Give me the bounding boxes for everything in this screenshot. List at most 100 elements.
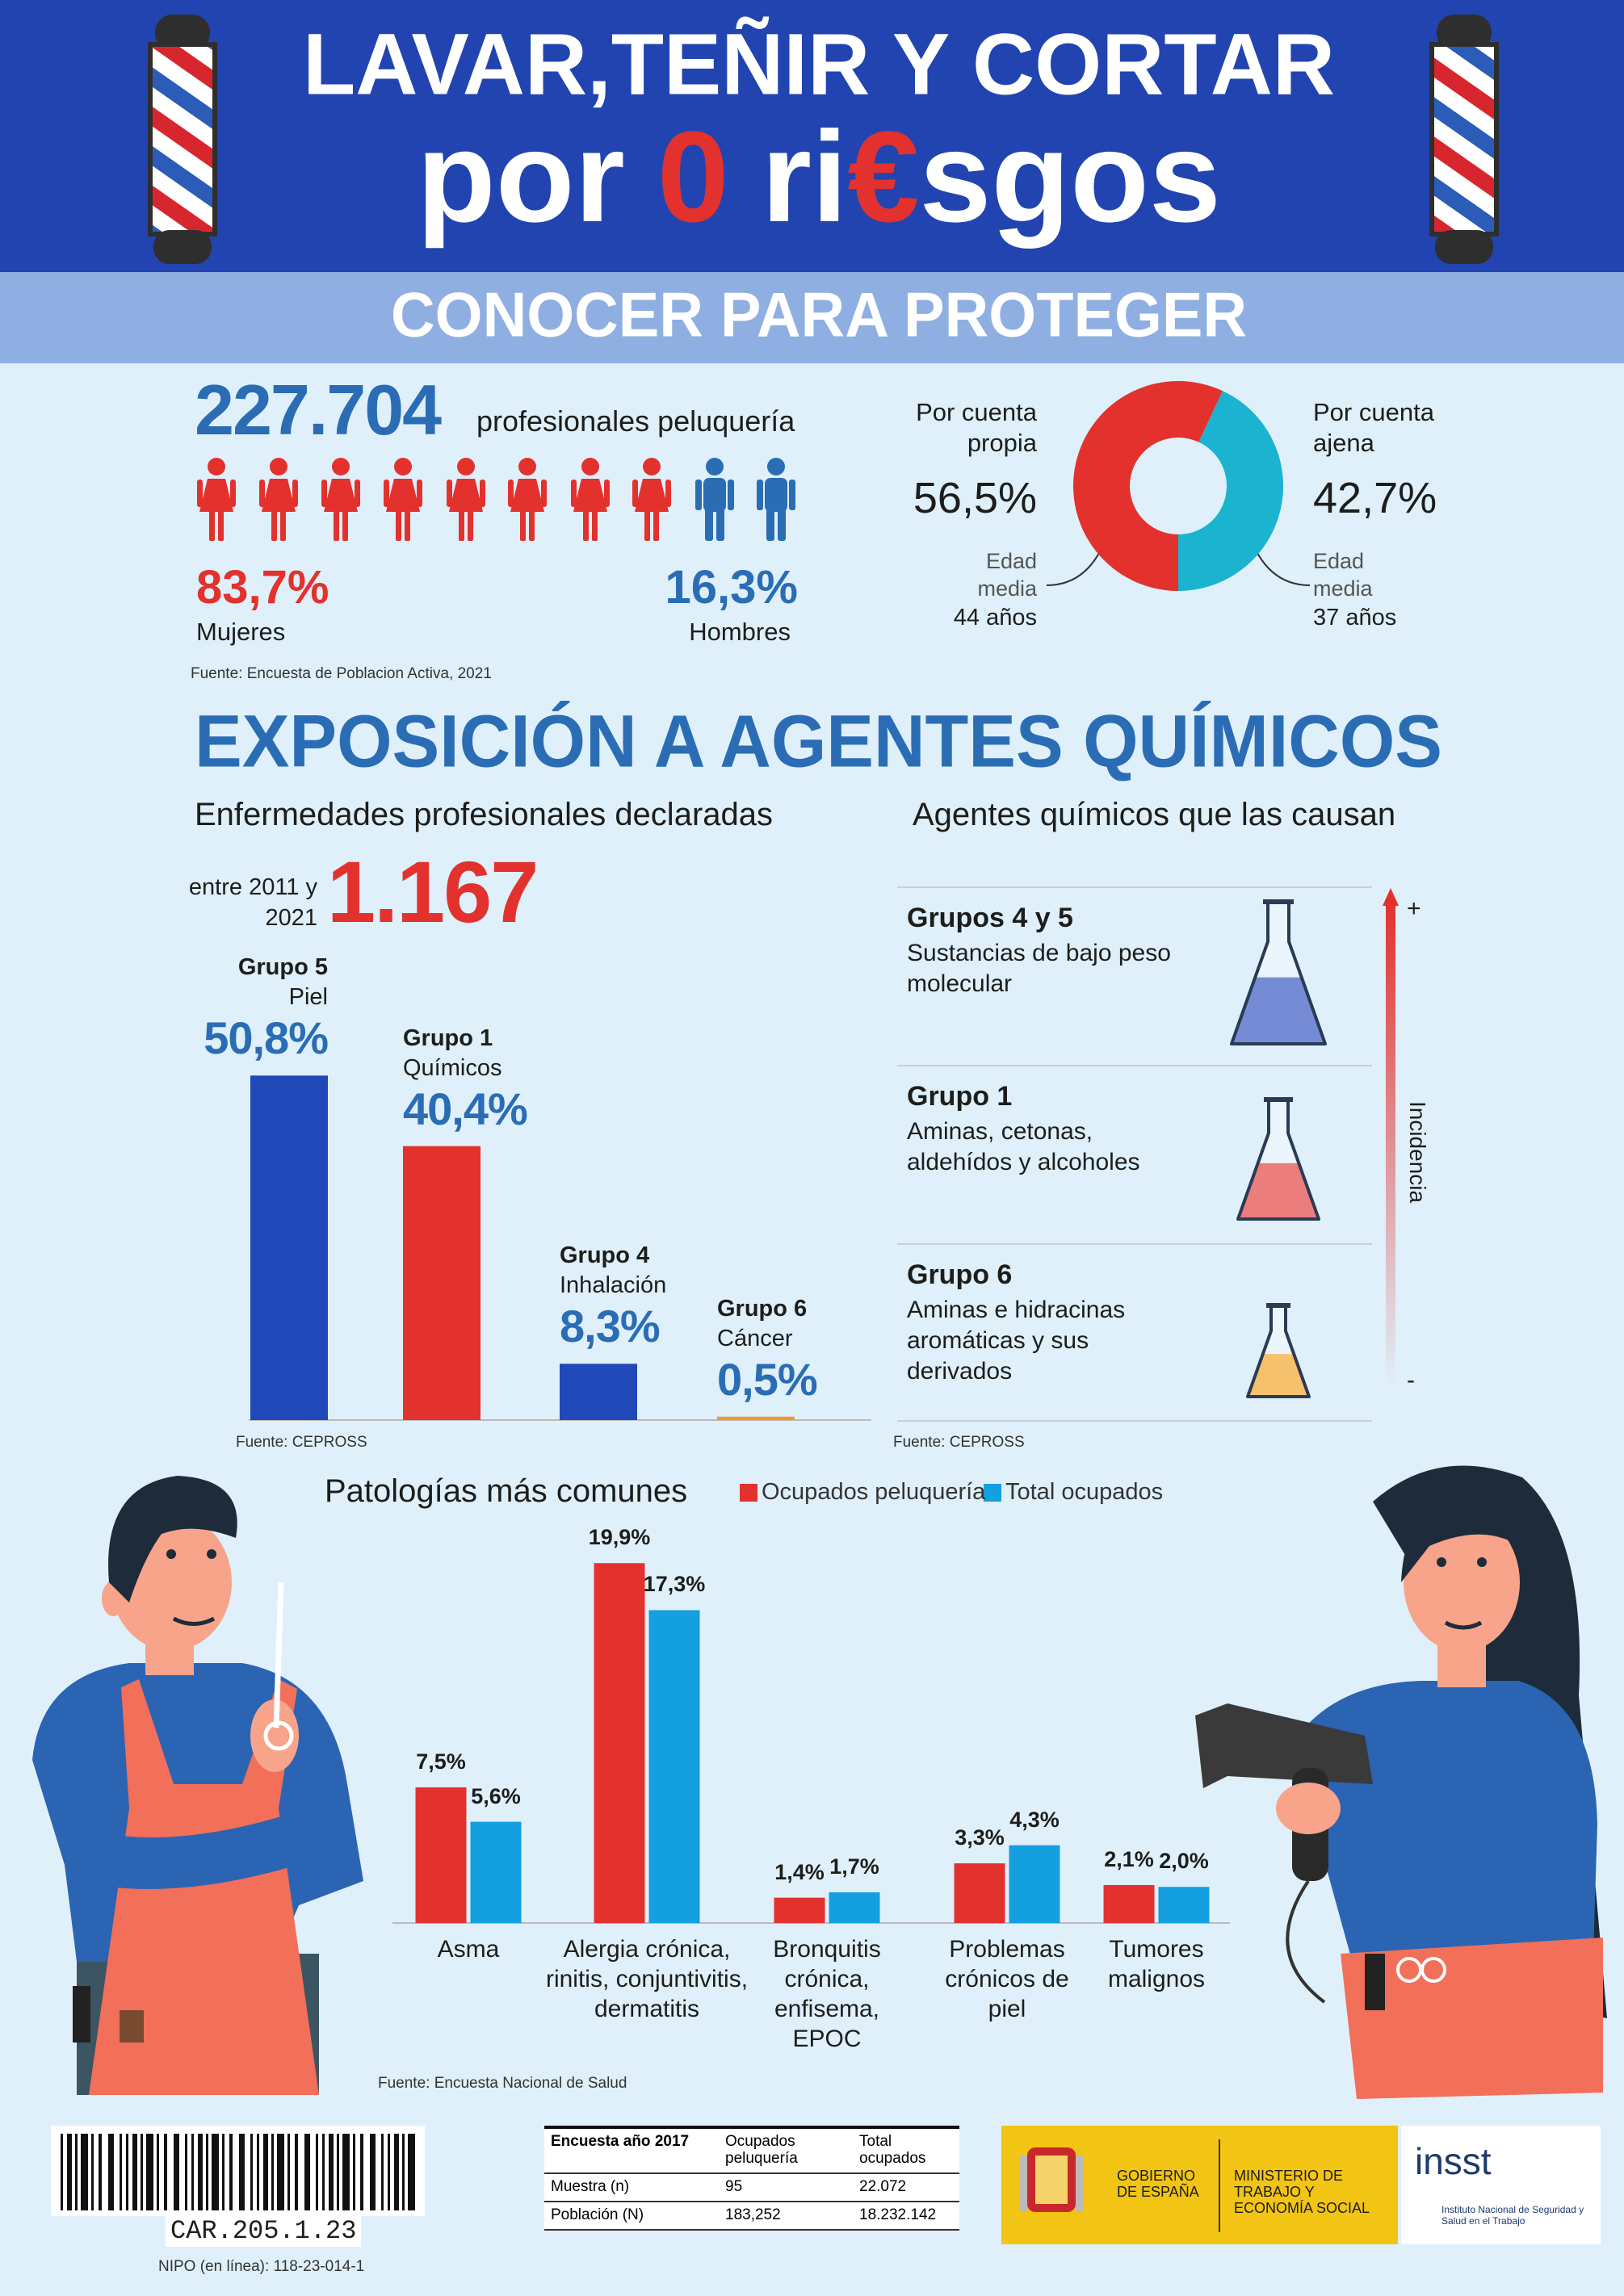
- flask-liquid: [1248, 1354, 1309, 1397]
- annotation-text: 44 años: [953, 605, 1037, 631]
- barcode-bar: [157, 2134, 159, 2210]
- bar-value: 0,5%: [717, 1353, 818, 1405]
- bar-description: Cáncer: [717, 1325, 793, 1351]
- table-header-cell: Encuesta año 2017: [544, 2127, 719, 2174]
- men-label: Hombres: [689, 618, 791, 646]
- tagline-part: €: [848, 104, 920, 249]
- bar: [829, 1892, 880, 1923]
- source: Fuente: Encuesta de Poblacion Activa, 20…: [191, 665, 492, 682]
- legend-swatch: [740, 1484, 757, 1502]
- bar-value: 8,3%: [560, 1301, 661, 1352]
- barcode-bar: [388, 2134, 390, 2210]
- bar: [774, 1897, 825, 1923]
- gov-label: GOBIERNO DE ESPAÑA: [1117, 2168, 1199, 2200]
- bar-value: 1,4%: [774, 1859, 825, 1884]
- bar-value: 50,8%: [204, 1012, 329, 1064]
- bar-description: Químicos: [403, 1054, 502, 1081]
- scale-label: Incidencia: [1404, 1100, 1430, 1204]
- donut-slice: [1178, 391, 1284, 591]
- bar: [415, 1787, 467, 1923]
- barcode-bar: [185, 2134, 187, 2210]
- barcode-bar: [353, 2134, 355, 2210]
- barcode-bar: [164, 2134, 167, 2210]
- barcode-bar: [360, 2134, 363, 2210]
- women-icons: [197, 458, 671, 541]
- barcode-bar: [75, 2134, 78, 2210]
- scale-low: -: [1407, 1367, 1415, 1393]
- barcode-bar: [394, 2134, 399, 2210]
- table-row: Población (N) 183,252 18.232.142: [544, 2201, 959, 2231]
- women-share: 83,7%: [196, 561, 329, 614]
- incidence-arrow: [1383, 888, 1399, 906]
- nipo: NIPO (en línea): 118-23-014-1: [158, 2258, 365, 2275]
- bar-group: Grupo 6: [717, 1295, 808, 1322]
- table-cell: 95: [719, 2172, 853, 2202]
- bar-value: 3,3%: [955, 1825, 1005, 1850]
- diseases-title: Enfermedades profesionales declaradas: [195, 797, 773, 832]
- barcode-bar: [132, 2134, 137, 2210]
- barcode-bar: [271, 2134, 274, 2210]
- workforce-label: profesionales peluquería: [476, 404, 795, 438]
- flask-liquid: [1238, 1163, 1319, 1219]
- subtitle: CONOCER PARA PROTEGER: [391, 279, 1247, 350]
- annotation-text: 37 años: [1313, 605, 1397, 631]
- bar-description: Piel: [288, 984, 328, 1011]
- bar-value: 17,3%: [643, 1572, 706, 1597]
- barcode-code: CAR.205.1.23: [166, 2216, 362, 2248]
- barcode-bar: [191, 2134, 194, 2210]
- barcode-bar: [370, 2134, 376, 2210]
- flask-glass: [1246, 1305, 1311, 1398]
- barcode-bar: [304, 2134, 310, 2210]
- tagline: por 0 ri€sgos: [417, 104, 1221, 249]
- barcode-bar: [342, 2134, 350, 2210]
- barcode-bar: [337, 2134, 339, 2210]
- barcode-bar: [126, 2134, 128, 2210]
- source: Fuente: CEPROSS: [893, 1434, 1025, 1451]
- barcode-bar: [212, 2134, 219, 2210]
- barcode: [61, 2134, 415, 2210]
- category-label: Asma: [437, 1936, 500, 1963]
- tagline-part: ri: [762, 104, 848, 249]
- table-header-cell: Total ocupados: [853, 2127, 959, 2174]
- barcode-bar: [91, 2134, 94, 2210]
- workforce-total: 227.704: [195, 370, 442, 450]
- bar-group: Grupo 1: [403, 1024, 493, 1051]
- barber-pole: [148, 15, 217, 264]
- barcode-bar: [287, 2134, 290, 2210]
- barcode-bar: [257, 2134, 259, 2210]
- bar-value: 7,5%: [416, 1749, 466, 1774]
- table-cell: Población (N): [544, 2201, 719, 2231]
- barcode-bar: [67, 2134, 72, 2210]
- bar-value: 5,6%: [471, 1783, 521, 1808]
- bar: [954, 1863, 1005, 1923]
- period: entre 2011 y 2021: [188, 874, 317, 931]
- bar: [403, 1146, 480, 1420]
- barcode-bar: [250, 2134, 253, 2210]
- section-heading: EXPOSICIÓN A AGENTES QUÍMICOS: [195, 699, 1442, 782]
- barcode-bar: [108, 2134, 114, 2210]
- tagline-part: sgos: [919, 104, 1220, 249]
- agent-group: Grupos 4 y 5: [907, 903, 1073, 933]
- bar-value: 2,0%: [1159, 1849, 1209, 1874]
- men-share: 16,3%: [665, 561, 798, 614]
- bar: [648, 1610, 700, 1923]
- government-logo: [1001, 2126, 1601, 2244]
- bar: [1158, 1887, 1210, 1923]
- barcode-bar: [263, 2134, 268, 2210]
- barcode-bar: [174, 2134, 179, 2210]
- bar-value: 2,1%: [1104, 1846, 1154, 1871]
- flasks: [1230, 899, 1327, 1398]
- barcode-bar: [81, 2134, 88, 2210]
- chart-title: Patologías más comunes: [325, 1473, 688, 1509]
- diseases-total: 1.167: [327, 843, 539, 941]
- category-label: Alergia crónica, rinitis, conjuntivitis,…: [545, 1936, 749, 2022]
- barber-man: [32, 1476, 363, 2095]
- tagline-part: 0: [657, 104, 729, 249]
- annotation-label: Edad media: [1313, 549, 1373, 601]
- agents-title: Agentes químicos que las causan: [913, 797, 1396, 832]
- men-icons: [695, 458, 795, 541]
- flask-glass: [1236, 1100, 1320, 1221]
- barcode-bar: [381, 2134, 384, 2210]
- slice-label: Por cuenta ajena: [1313, 398, 1434, 457]
